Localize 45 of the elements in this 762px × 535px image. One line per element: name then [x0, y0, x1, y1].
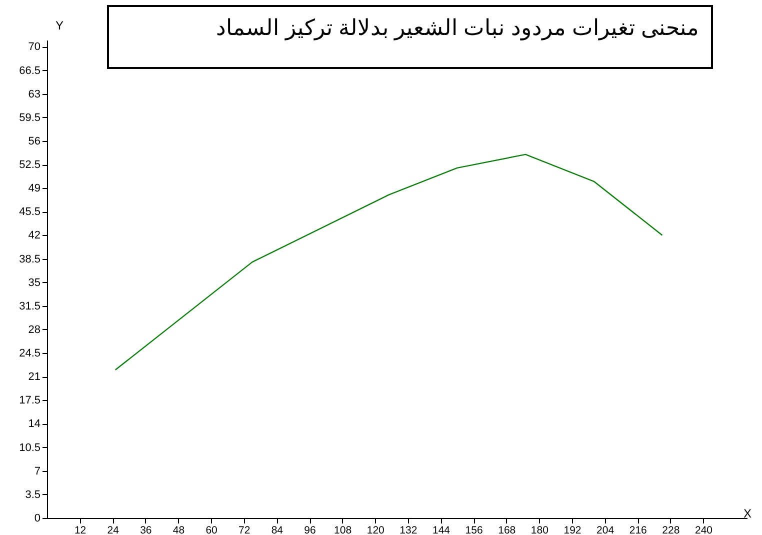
x-tick-label: 168 [498, 524, 516, 535]
x-tick-label: 48 [172, 524, 185, 535]
x-tick-label: 24 [107, 524, 120, 535]
x-tick-label: 240 [694, 524, 713, 535]
x-tick-label: 12 [74, 524, 86, 535]
y-tick-label: 0 [34, 512, 40, 524]
y-tick-label: 28 [28, 324, 40, 336]
y-tick-label: 3.5 [25, 488, 40, 501]
y-tick-label: 21 [28, 371, 40, 384]
x-tick-label: 216 [629, 524, 648, 535]
x-tick-label: 192 [564, 524, 582, 535]
y-tick-label: 63 [28, 88, 40, 100]
x-tick-label: 36 [140, 524, 152, 535]
y-tick-label: 42 [28, 230, 40, 242]
y-tick-label: 45.5 [19, 206, 40, 218]
y-tick-label: 59.5 [19, 112, 40, 124]
x-axis-title: X [743, 506, 752, 520]
x-tick-label: 108 [334, 524, 352, 535]
y-tick-label: 7 [34, 465, 40, 478]
x-tick-label: 96 [304, 524, 316, 535]
chart-title: منحنى تغيرات مردود نبات الشعير بدلالة تركيز السماد [215, 15, 699, 41]
x-tick-label: 180 [530, 524, 549, 535]
y-tick-label: 35 [28, 276, 40, 289]
x-tick-label: 144 [432, 524, 450, 535]
x-tick-label: 156 [465, 524, 483, 535]
x-tick-label: 60 [206, 524, 218, 535]
y-tick-label: 70 [28, 41, 40, 54]
x-tick-label: 120 [366, 524, 385, 535]
y-tick-label: 56 [28, 135, 40, 148]
y-tick-label: 31.5 [19, 300, 40, 312]
y-tick-label: 49 [28, 182, 40, 195]
x-tick-label: 228 [662, 524, 680, 535]
y-axis-title: Y [56, 18, 64, 32]
x-tick-label: 72 [238, 524, 250, 535]
x-tick-label: 84 [271, 524, 284, 535]
x-tick-label: 132 [400, 524, 418, 535]
x-tick-label: 204 [596, 524, 614, 535]
y-tick-label: 14 [28, 418, 40, 430]
y-tick-label: 24.5 [19, 348, 40, 360]
y-tick-label: 10.5 [19, 442, 40, 454]
y-tick-label: 66.5 [19, 64, 40, 77]
y-tick-label: 17.5 [19, 394, 40, 407]
y-tick-label: 38.5 [19, 253, 40, 266]
y-tick-label: 52.5 [19, 159, 40, 172]
line-series [114, 154, 663, 370]
